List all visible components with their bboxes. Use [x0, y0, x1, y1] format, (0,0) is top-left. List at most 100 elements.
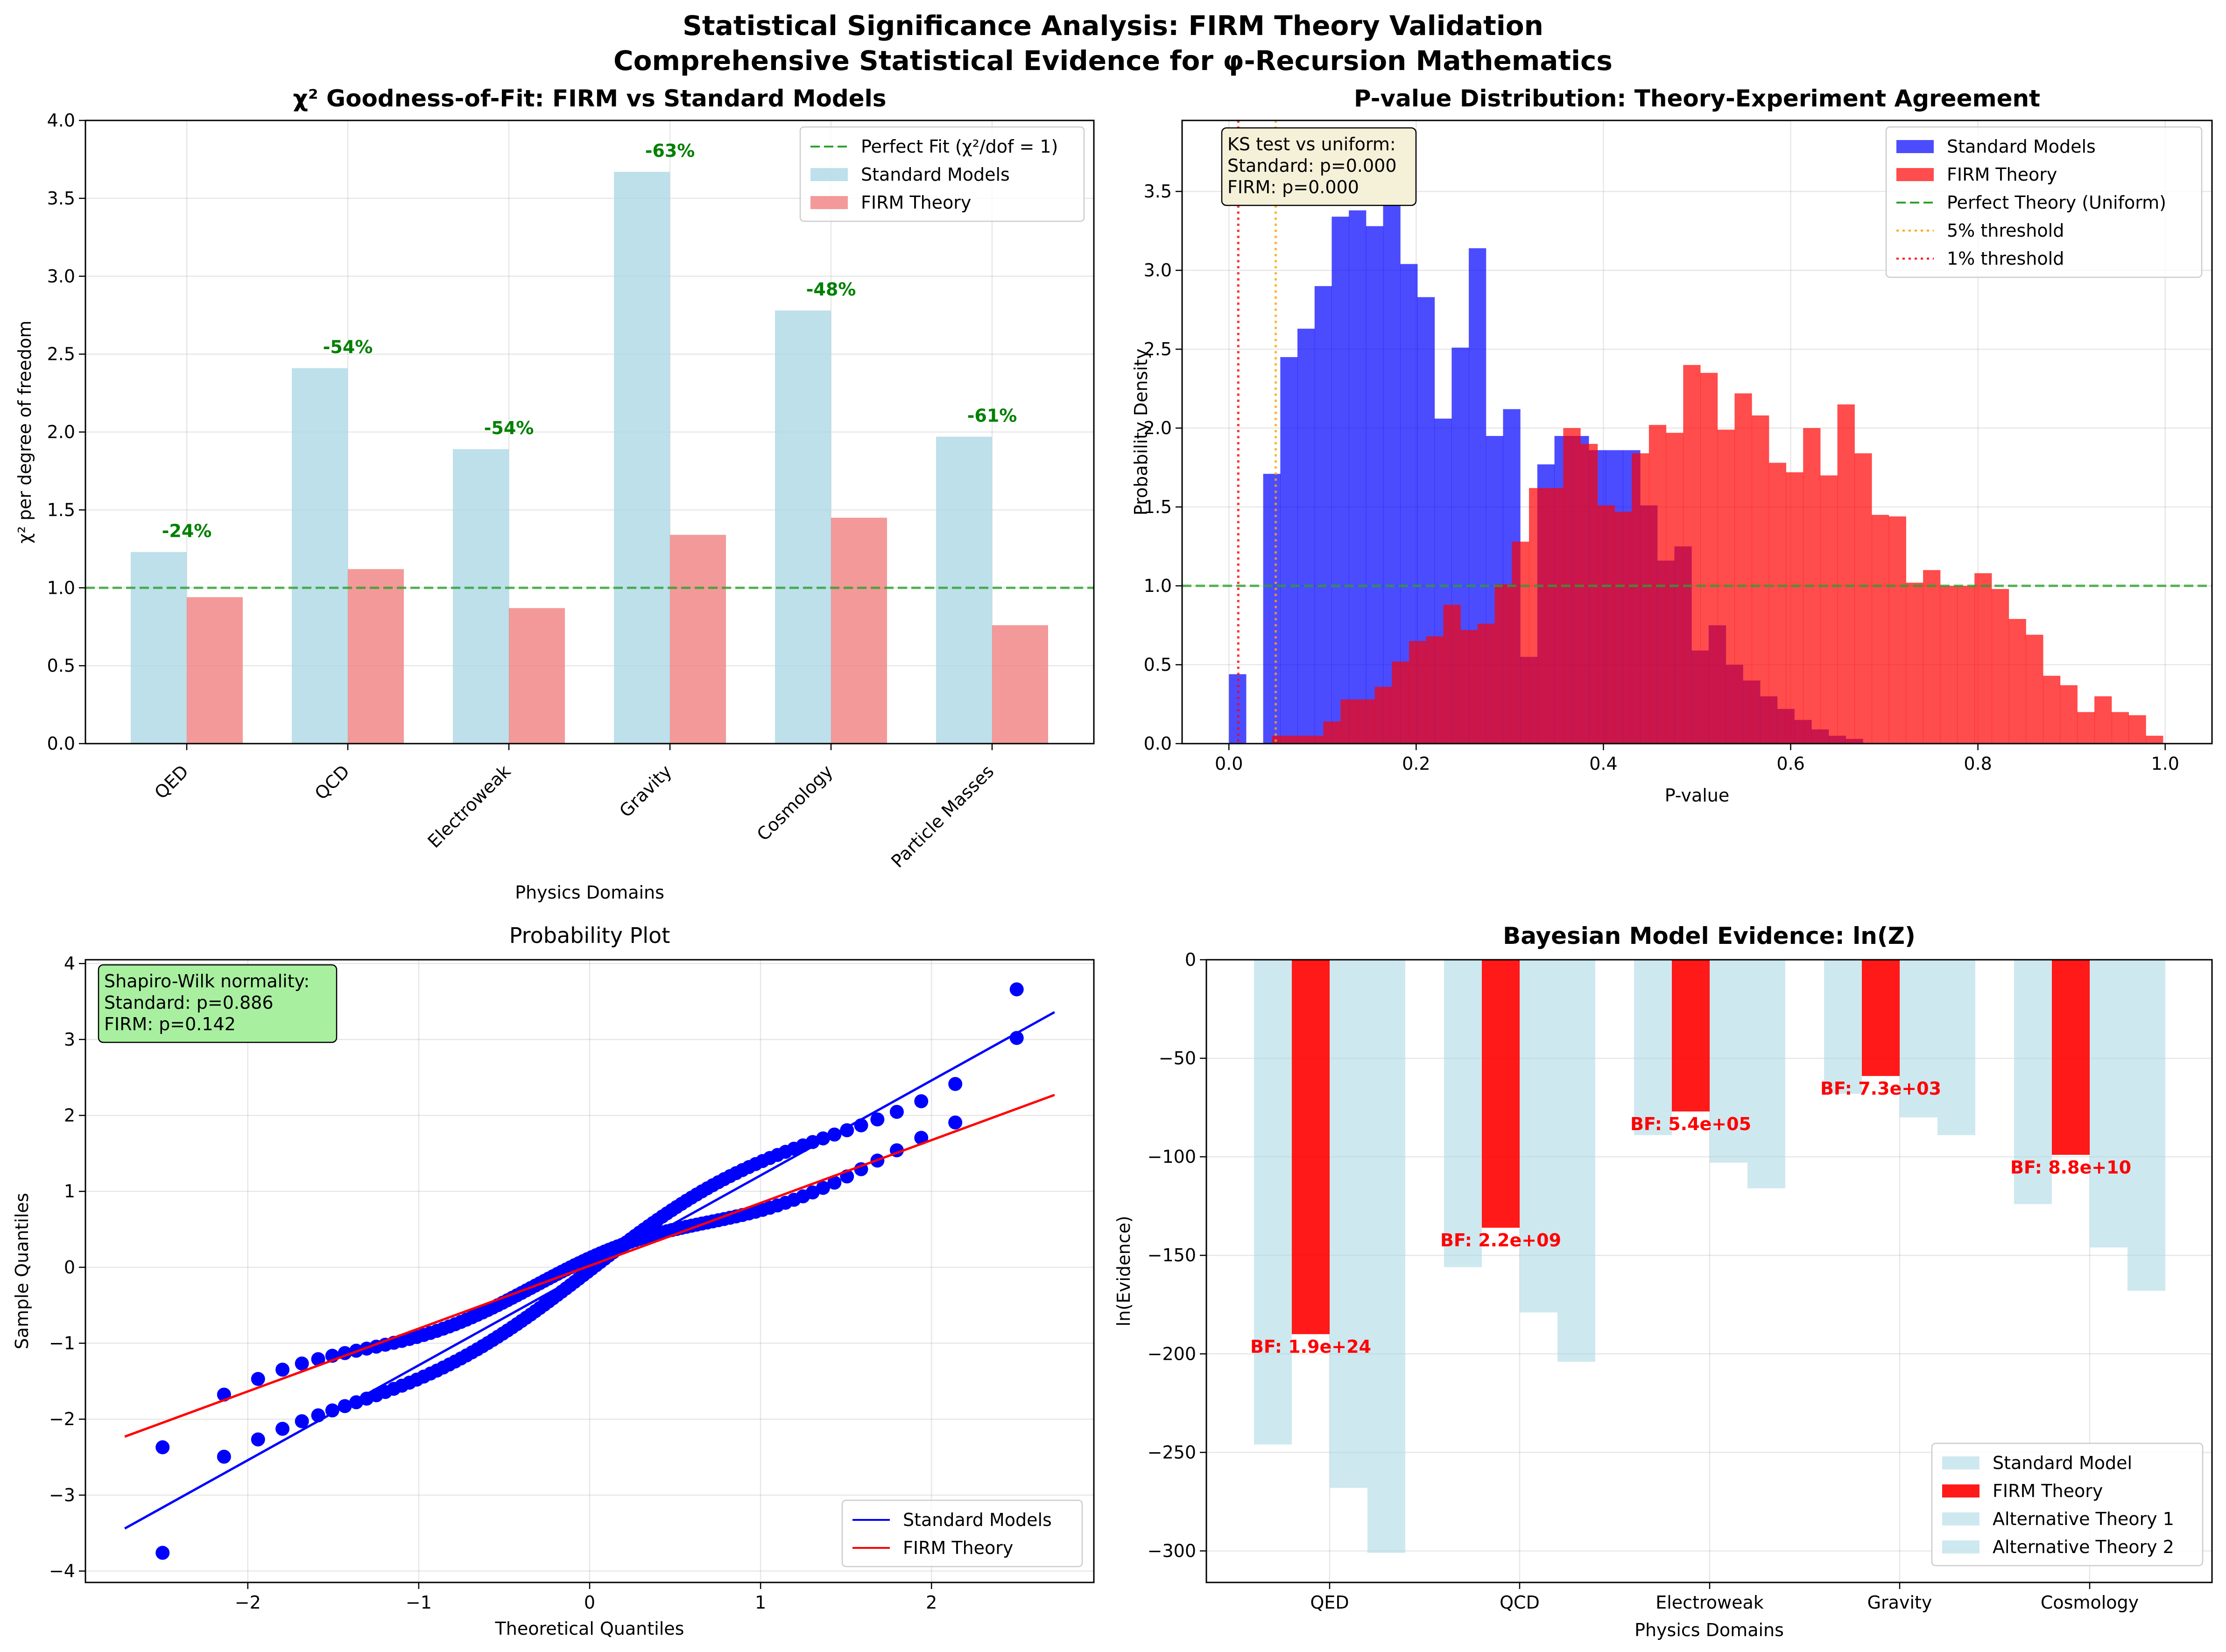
- y-tick-label: 2.5: [1144, 339, 1172, 359]
- y-tick-label: −100: [1148, 1146, 1196, 1167]
- stats-box: [98, 964, 338, 1043]
- bar-alt1-qed: [1330, 960, 1367, 1488]
- qq-point-standard: [948, 1077, 963, 1091]
- legend-box: [841, 1499, 1083, 1568]
- hist-firm-bin: [1340, 699, 1358, 744]
- bar-alt2-qed: [1367, 960, 1405, 1553]
- bar-firm-electroweak: [509, 608, 565, 744]
- qq-point-standard: [155, 1546, 170, 1560]
- chi2-panel: -24% QED -54% QCD -54% Electroweak -63% Gravity…: [14, 85, 1095, 903]
- hist-firm-bin: [2111, 712, 2129, 744]
- y-tick-label: 3: [64, 1029, 75, 1050]
- stats-box: [1221, 127, 1417, 206]
- qq-point-firm: [948, 1115, 963, 1130]
- y-tick-label: 2: [64, 1105, 75, 1126]
- hist-firm-bin: [1940, 586, 1958, 744]
- y-tick-label: −4: [49, 1561, 75, 1582]
- hist-firm-bin: [1734, 393, 1752, 744]
- qq-point-standard: [251, 1432, 265, 1447]
- legend-label: Perfect Theory (Uniform): [1947, 192, 2166, 213]
- bar-standard-qcd: [292, 368, 348, 744]
- y-tick-label: 0.5: [47, 655, 75, 676]
- stats-text: FIRM: p=0.142: [104, 1014, 236, 1034]
- x-tick-label: Cosmology: [753, 761, 837, 845]
- figure-subtitle: Comprehensive Statistical Evidence for φ…: [613, 45, 1613, 77]
- plot-frame: [1205, 959, 2213, 1583]
- y-tick-label: 3.0: [1144, 260, 1172, 281]
- y-tick-label: 0: [64, 1257, 75, 1278]
- panel-title: P-value Distribution: Theory-Experiment …: [1354, 85, 2040, 112]
- bar-firm-qed: [1292, 960, 1330, 1335]
- hist-firm-bin: [2077, 712, 2095, 744]
- y-tick-label: −1: [49, 1333, 75, 1354]
- qq-point-standard: [870, 1112, 885, 1127]
- legend-label: FIRM Theory: [1993, 1481, 2103, 1501]
- x-tick-label: 0.8: [1964, 753, 1992, 774]
- x-axis-label: Physics Domains: [515, 882, 664, 903]
- improvement-label: -54%: [323, 337, 373, 358]
- bar-standard-electroweak: [453, 449, 509, 744]
- bayesian-evidence-panel: BF: 1.9e+24 QED BF: 2.2e+09 QCD BF: 5.4e+05 E…: [1113, 922, 2213, 1640]
- bar-standard-qcd: [1444, 960, 1482, 1267]
- hist-firm-bin: [1614, 512, 1632, 744]
- panel-title: Bayesian Model Evidence: ln(Z): [1503, 922, 1916, 949]
- x-tick-label: Gravity: [615, 761, 676, 821]
- legend-label: FIRM Theory: [861, 192, 971, 213]
- hist-firm-bin: [1409, 641, 1427, 744]
- hist-standard-bin: [1349, 210, 1367, 744]
- legend-label: 5% threshold: [1947, 220, 2064, 241]
- x-tick-label: 0.6: [1776, 753, 1804, 774]
- legend-label: Standard Models: [861, 164, 1010, 185]
- y-tick-label: 0: [1185, 949, 1196, 970]
- legend-swatch: [1942, 1540, 1979, 1554]
- qq-point-standard: [275, 1421, 290, 1436]
- x-axis-label: P-value: [1665, 785, 1730, 806]
- hist-firm-bin: [1786, 472, 1803, 744]
- hist-firm-bin: [2026, 634, 2043, 744]
- legend-label: FIRM Theory: [903, 1538, 1013, 1558]
- y-axis-label: Sample Quantiles: [12, 1193, 32, 1349]
- qq-point-firm: [251, 1372, 265, 1386]
- y-tick-label: 2.0: [1144, 418, 1172, 438]
- hist-firm-bin: [1957, 586, 1975, 744]
- y-tick-label: −300: [1148, 1540, 1196, 1561]
- y-tick-label: −200: [1148, 1343, 1196, 1364]
- hist-firm-bin: [1494, 584, 1512, 744]
- pvalue-panel: 0.0 0.5 1.0 1.5 2.0 2.5 3.0 3.5 0.0 0.2 0.4 0.6 0.8 1…: [1131, 85, 2213, 806]
- hist-firm-bin: [1768, 463, 1787, 744]
- qq-point-firm: [816, 1181, 830, 1195]
- legend-label: Alternative Theory 1: [1993, 1509, 2174, 1529]
- bar-alt2-qcd: [1557, 960, 1595, 1362]
- hist-standard-bin: [1263, 474, 1281, 744]
- hist-firm-bin: [1529, 488, 1547, 744]
- hist-firm-bin: [1546, 488, 1564, 744]
- qq-point-standard: [1009, 982, 1024, 997]
- qq-point-firm: [311, 1352, 325, 1366]
- qq-point-standard: [217, 1449, 231, 1464]
- y-axis-label: Probability Density: [1131, 349, 1151, 515]
- hist-firm-bin: [1854, 453, 1872, 744]
- bar-standard-cosmology: [775, 310, 831, 744]
- hist-firm-bin: [1632, 453, 1649, 744]
- qq-point-firm: [275, 1363, 290, 1377]
- bar-standard-particle-masses: [936, 436, 992, 744]
- panel-title: χ² Goodness-of-Fit: FIRM vs Standard Mod…: [293, 85, 887, 112]
- y-tick-label: −150: [1148, 1245, 1196, 1265]
- legend-label: Standard Models: [903, 1510, 1052, 1530]
- hist-standard-bin: [1366, 226, 1384, 744]
- x-tick-label: Gravity: [1867, 1592, 1932, 1613]
- x-tick-label: 0: [584, 1592, 595, 1613]
- hist-firm-bin: [1820, 475, 1838, 744]
- stats-text: FIRM: p=0.000: [1227, 177, 1359, 197]
- y-axis-label: χ² per degree of freedom: [14, 321, 35, 544]
- hist-firm-bin: [1872, 514, 1889, 744]
- bar-firm-qed: [187, 597, 243, 744]
- hist-firm-bin: [1683, 365, 1701, 744]
- bar-alt1-electroweak: [1710, 960, 1747, 1163]
- y-tick-label: 0.0: [1144, 733, 1172, 754]
- legend-box: [1885, 126, 2203, 278]
- y-tick-label: 1.0: [47, 577, 75, 598]
- legend-swatch: [1942, 1484, 1979, 1497]
- qq-point-firm: [914, 1131, 929, 1145]
- legend-box: [799, 126, 1085, 222]
